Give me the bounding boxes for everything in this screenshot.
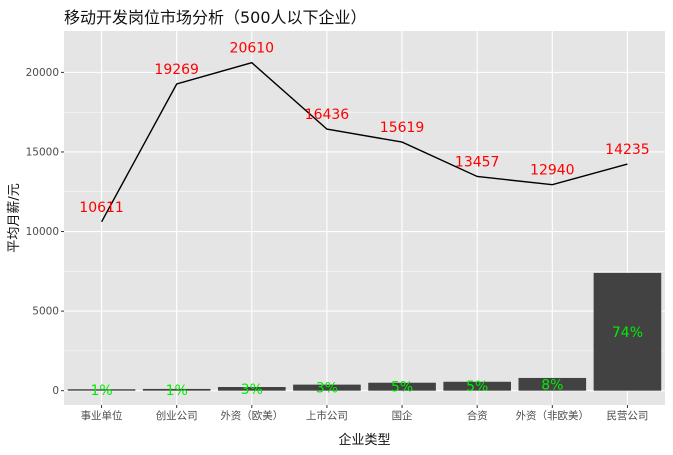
line-label: 12940: [530, 163, 575, 179]
line-label: 20610: [230, 41, 275, 57]
bar-label: 3%: [316, 381, 338, 397]
x-tick-label: 上市公司: [306, 409, 348, 422]
x-tick-label: 合资: [467, 409, 488, 422]
y-tick-label: 15000: [26, 146, 59, 158]
line-label: 13457: [455, 155, 500, 171]
salary-line: [100, 61, 628, 223]
line-label: 19269: [154, 62, 199, 78]
bar: [142, 388, 211, 391]
y-tick-label: 10000: [26, 226, 59, 238]
gridlines: [64, 31, 665, 405]
line-label: 15619: [380, 120, 425, 136]
y-tick-label: 5000: [32, 306, 59, 318]
bar: [593, 272, 662, 391]
bar: [368, 382, 436, 391]
bar-label: 1%: [90, 383, 112, 399]
bar: [218, 387, 286, 391]
x-tick-label: 事业单位: [81, 409, 123, 422]
bar-label: 74%: [612, 325, 643, 341]
bar-label: 5%: [391, 380, 413, 396]
data-labels: 1% 1% 3% 3% 5% 5% 8% 74% 10611 19269 20610 16436 156…: [79, 41, 649, 399]
plot-panel: [64, 31, 665, 405]
y-axis-title: 平均月薪/元: [7, 183, 22, 252]
bar-label: 1%: [166, 383, 188, 399]
chart-title: 移动开发岗位市场分析（500人以下企业）: [64, 8, 367, 27]
bar-label: 5%: [466, 379, 488, 395]
bars: [67, 272, 662, 391]
bar: [518, 377, 587, 391]
y-tick-label: 20000: [26, 67, 59, 79]
x-axis-title: 企业类型: [338, 432, 390, 448]
x-tick-label: 国企: [392, 409, 413, 422]
line-label: 16436: [305, 107, 350, 123]
axes: 0 5000 10000 15000 20000 事业单位 创业公司 外资（欧美） 上市公司 国企…: [26, 67, 649, 422]
x-tick-label: 外资（欧美）: [220, 409, 283, 422]
bar: [443, 381, 511, 391]
line-label: 10611: [79, 200, 124, 216]
bar-label: 3%: [241, 382, 263, 398]
x-tick-label: 民营公司: [606, 409, 648, 422]
line-label: 14235: [605, 142, 650, 158]
x-tick-label: 外资（非欧美）: [516, 409, 590, 422]
x-tick-label: 创业公司: [156, 409, 198, 422]
bar: [67, 389, 136, 391]
bar-label: 8%: [541, 377, 563, 393]
y-tick-label: 0: [52, 385, 59, 397]
bar: [293, 384, 361, 391]
